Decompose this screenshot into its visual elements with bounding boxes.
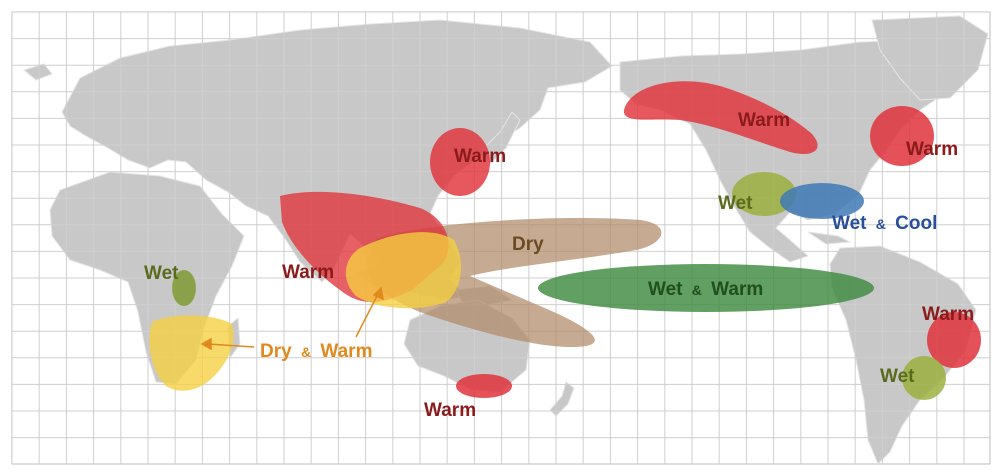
label-wet-cool-amp: & — [876, 216, 886, 232]
label-warm-south-asia: Warm — [282, 262, 334, 283]
label-wet-cool-word1: Wet — [832, 213, 867, 234]
label-wet-cool: Wet & Cool — [832, 213, 937, 234]
label-wet-warm-word1: Wet — [648, 279, 683, 300]
label-warm-australia: Warm — [424, 400, 476, 421]
label-warm-alaska: Warm — [738, 110, 790, 131]
warm-northeast-us-region — [870, 106, 934, 166]
greenland-landmass — [871, 15, 989, 101]
warm-korea-region — [430, 128, 490, 196]
arrow-africa — [200, 337, 255, 351]
label-warm-brazil: Warm — [922, 304, 974, 325]
warm-brazil-region — [927, 312, 981, 368]
label-dry-warm-word1: Dry — [260, 341, 292, 362]
label-wet-warm-word2: Warm — [711, 279, 763, 300]
label-wet-east-africa: Wet — [144, 263, 179, 284]
label-wet-south-america: Wet — [880, 366, 915, 387]
label-dry-warm: Dry & Warm — [260, 341, 372, 362]
label-wet-warm-amp: & — [692, 282, 702, 298]
label-wet-us-southwest: Wet — [718, 193, 753, 214]
japan-landmass — [481, 111, 521, 165]
south-america-landmass — [829, 245, 977, 464]
graticule-layer — [12, 12, 990, 464]
climate-regions-layer — [149, 81, 981, 400]
label-dry-pacific: Dry — [512, 234, 544, 255]
wet-cool-gulf-region — [780, 183, 864, 219]
label-warm-korea: Warm — [454, 146, 506, 167]
wet-south-america-region — [902, 356, 946, 400]
arrow-maritime — [355, 286, 384, 338]
iceland-landmass — [22, 63, 53, 81]
wet-east-africa-region — [172, 270, 196, 306]
label-wet-cool-word2: Cool — [895, 213, 937, 234]
dry-warm-southern-africa-region — [149, 315, 234, 391]
label-dry-warm-amp: & — [301, 344, 311, 360]
label-dry-warm-word2: Warm — [320, 341, 372, 362]
wet-warm-pacific-region — [538, 264, 874, 312]
wet-us-southwest-region — [732, 172, 796, 216]
label-warm-northeast-us: Warm — [906, 139, 958, 160]
label-wet-warm: Wet & Warm — [648, 279, 763, 300]
warm-alaska-region — [623, 81, 818, 154]
warm-australia-region — [456, 374, 512, 398]
dry-warm-maritime-region — [345, 232, 461, 309]
